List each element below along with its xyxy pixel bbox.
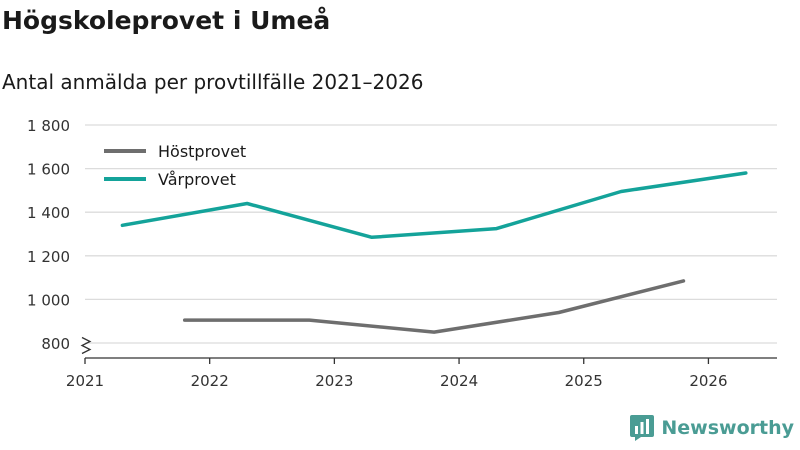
y-tick-label: 1 600 bbox=[27, 161, 70, 179]
legend-label: Höstprovet bbox=[158, 142, 246, 161]
x-tick-label: 2025 bbox=[565, 372, 603, 390]
y-tick-label: 800 bbox=[41, 335, 70, 353]
x-tick-label: 2026 bbox=[689, 372, 727, 390]
y-axis-break-icon bbox=[80, 336, 92, 355]
y-tick-label: 1 400 bbox=[27, 204, 70, 222]
y-tick-label: 1 800 bbox=[27, 117, 70, 135]
chart-title: Högskoleprovet i Umeå bbox=[2, 6, 331, 35]
y-tick-label: 1 000 bbox=[27, 291, 70, 309]
newsworthy-logo-icon bbox=[630, 415, 655, 441]
legend-label: Vårprovet bbox=[158, 170, 236, 189]
brand: Newsworthy bbox=[629, 414, 794, 442]
x-tick-label: 2023 bbox=[315, 372, 353, 390]
x-tick-label: 2021 bbox=[66, 372, 104, 390]
series-line-varprovet bbox=[120, 171, 748, 240]
series-line-hostprovet bbox=[182, 279, 686, 334]
x-tick-label: 2022 bbox=[191, 372, 229, 390]
x-tick-label: 2024 bbox=[440, 372, 478, 390]
brand-name: Newsworthy bbox=[661, 417, 794, 439]
y-tick-label: 1 200 bbox=[27, 248, 70, 266]
chart-subtitle: Antal anmälda per provtillfälle 2021–202… bbox=[2, 70, 424, 94]
